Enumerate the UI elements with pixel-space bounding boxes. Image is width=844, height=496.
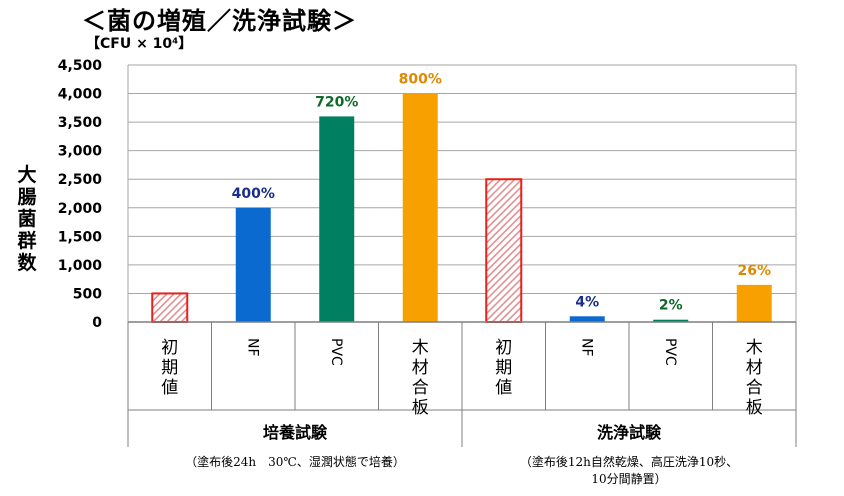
x-tick-label: PVC xyxy=(328,338,344,366)
x-tick-label: 木材合板 xyxy=(746,338,763,418)
data-label: 800% xyxy=(399,72,442,88)
bar xyxy=(653,319,689,322)
bar xyxy=(485,178,523,323)
y-tick-label: 4,000 xyxy=(58,87,103,103)
bar xyxy=(319,116,355,323)
x-tick-label: NF xyxy=(578,338,594,357)
x-tick-label: 木材合板 xyxy=(412,338,429,418)
y-tick-label: 1,500 xyxy=(58,229,103,245)
x-tick-text: PVC xyxy=(662,338,678,366)
x-tick-text: 初期値 xyxy=(161,338,178,398)
bars xyxy=(151,93,772,324)
bar xyxy=(402,93,438,322)
axes: 0 500 1,000 1,500 2,000 2,500 3,000 3,500 4,000 4… xyxy=(58,58,797,486)
group-note: （塗布後24h 30℃、湿潤状態で培養） xyxy=(185,454,405,469)
data-label: 400% xyxy=(232,186,275,202)
group-label: 洗浄試験 xyxy=(597,423,662,442)
bar xyxy=(151,292,189,324)
y-tick-label: 0 xyxy=(92,315,102,331)
data-label: 26% xyxy=(737,263,771,279)
data-label: 4% xyxy=(575,294,599,310)
group-note: （塗布後12h自然乾燥、高圧洗浄10秒、 10分間静置） xyxy=(520,454,738,486)
y-tick-label: 3,000 xyxy=(58,144,103,160)
x-tick-text: NF xyxy=(244,338,260,357)
y-tick-label: 500 xyxy=(73,286,102,302)
data-labels: 400% 720% 800% 4% 2% 26% xyxy=(232,72,771,314)
x-tick-text: 木材合板 xyxy=(412,338,429,418)
x-tick-label: 初期値 xyxy=(161,338,178,398)
x-tick-text: 初期値 xyxy=(495,338,512,398)
grid xyxy=(128,64,796,323)
y-tick-label: 2,500 xyxy=(58,172,103,188)
bar xyxy=(569,316,605,322)
data-label: 720% xyxy=(315,94,358,110)
chart-title: ＜菌の増殖／洗浄試験＞ xyxy=(82,7,357,35)
x-tick-text: NF xyxy=(578,338,594,357)
data-label: 2% xyxy=(659,298,683,314)
group-label: 培養試験 xyxy=(263,423,328,442)
y-tick-label: 3,500 xyxy=(58,115,103,131)
x-tick-text: PVC xyxy=(328,338,344,366)
x-tick-text: 木材合板 xyxy=(746,338,763,418)
bar xyxy=(736,284,772,322)
y-tick-label: 4,500 xyxy=(58,58,103,74)
bar xyxy=(235,207,271,322)
y-axis-label: 大腸菌群数 xyxy=(17,164,37,274)
x-tick-label: 初期値 xyxy=(495,338,512,398)
x-tick-label: PVC xyxy=(662,338,678,366)
y-tick-label: 1,000 xyxy=(58,258,103,274)
y-tick-label: 2,000 xyxy=(58,201,103,217)
x-tick-label: NF xyxy=(244,338,260,357)
unit-label: 【CFU × 10⁴】 xyxy=(86,36,193,52)
